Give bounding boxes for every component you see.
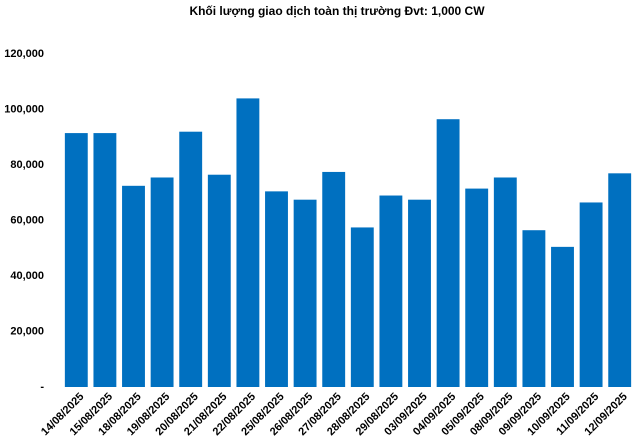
bar <box>408 199 431 387</box>
bar <box>551 246 574 387</box>
bar <box>122 185 145 387</box>
chart-title: Khối lượng giao dịch toàn thị trường Đvt… <box>189 4 485 18</box>
bar <box>465 188 489 387</box>
bar <box>236 98 260 388</box>
y-tick-label: 80,000 <box>10 159 44 171</box>
bar <box>322 171 346 387</box>
bar <box>493 177 517 387</box>
bar <box>379 195 403 387</box>
bar <box>93 133 117 387</box>
y-tick-label: 100,000 <box>4 103 44 115</box>
bar <box>64 133 88 387</box>
bar <box>436 119 460 388</box>
bar <box>522 230 546 387</box>
bar <box>265 191 288 387</box>
bar <box>207 174 231 387</box>
y-tick-label: - <box>40 381 44 393</box>
bar <box>150 177 174 387</box>
y-tick-label: 120,000 <box>4 48 44 60</box>
y-tick-label: 60,000 <box>10 214 44 226</box>
bar <box>350 227 374 387</box>
y-tick-label: 20,000 <box>10 325 44 337</box>
bar <box>179 131 203 387</box>
bar <box>608 173 632 387</box>
y-tick-label: 40,000 <box>10 270 44 282</box>
bar <box>293 199 317 387</box>
bar <box>579 202 603 387</box>
